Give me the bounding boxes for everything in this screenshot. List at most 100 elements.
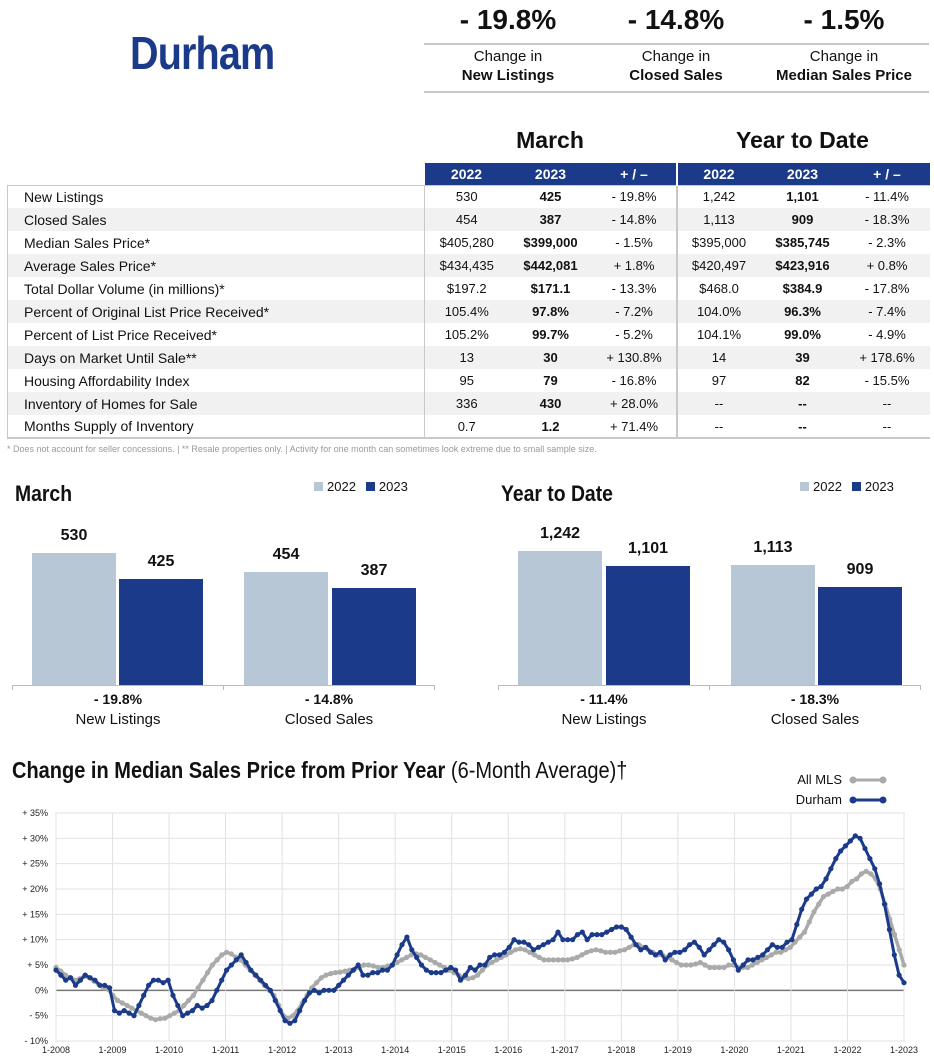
series-durham-point bbox=[267, 987, 273, 993]
cell-ytd-change: - 18.3% bbox=[844, 208, 930, 231]
series-durham-point bbox=[238, 952, 244, 958]
series-durham-point bbox=[224, 967, 230, 973]
cell-month-2023: 425 bbox=[508, 184, 593, 208]
bar-axis-tick bbox=[498, 685, 499, 690]
line-chart-title-main: Change in Median Sales Price from Prior … bbox=[12, 757, 446, 783]
series-all-mls-point bbox=[479, 967, 485, 973]
line-chart-subtitle: (6-Month Average)† bbox=[450, 757, 628, 783]
x-tick-label: 1-2014 bbox=[381, 1045, 409, 1055]
series-all-mls-point bbox=[522, 947, 528, 953]
series-all-mls-point bbox=[745, 964, 751, 971]
series-durham-point bbox=[891, 952, 897, 958]
series-all-mls-point bbox=[332, 970, 339, 976]
series-all-mls-point bbox=[138, 1010, 144, 1016]
kpi-divider-bottom bbox=[424, 91, 929, 93]
series-durham-point bbox=[896, 972, 902, 978]
series-all-mls-point bbox=[697, 959, 703, 966]
cell-ytd-change: + 178.6% bbox=[844, 346, 930, 369]
series-durham-point bbox=[433, 970, 439, 976]
series-all-mls-point bbox=[830, 888, 836, 895]
series-durham-point bbox=[462, 972, 468, 978]
category-change: - 11.4% bbox=[580, 691, 628, 707]
series-durham-point bbox=[769, 942, 776, 948]
series-durham-point bbox=[545, 939, 551, 945]
kpi-label-line2: New Listings bbox=[461, 67, 555, 84]
series-durham-point bbox=[165, 977, 171, 983]
row-label: Total Dollar Volume (in millions)* bbox=[7, 277, 425, 300]
series-durham-point bbox=[657, 949, 663, 955]
series-all-mls-point bbox=[693, 961, 699, 967]
series-durham-point bbox=[862, 845, 868, 852]
series-all-mls-point bbox=[171, 1010, 177, 1016]
series-all-mls-point bbox=[167, 1013, 173, 1019]
cell-ytd-change: + 0.8% bbox=[844, 254, 930, 277]
series-durham-point bbox=[448, 964, 454, 971]
series-all-mls-point bbox=[607, 949, 613, 955]
bar-chart-title-month: March bbox=[15, 481, 73, 506]
cell-month-2023: 30 bbox=[508, 346, 593, 369]
series-all-mls-point bbox=[674, 959, 680, 966]
series-durham-point bbox=[248, 967, 254, 973]
legend-label: 2023 bbox=[378, 479, 408, 494]
bar-legend-month: 2022 2023 bbox=[314, 479, 408, 494]
series-all-mls-point bbox=[854, 876, 860, 882]
cell-ytd-2023: -- bbox=[760, 392, 845, 415]
kpi-value: - 14.8% bbox=[627, 4, 725, 35]
y-tick-label: + 35% bbox=[22, 808, 48, 818]
series-durham-point bbox=[613, 924, 620, 930]
cell-month-2023: 97.8% bbox=[508, 300, 593, 323]
series-durham-point bbox=[652, 952, 659, 958]
col-header: + / – bbox=[844, 163, 930, 185]
series-all-mls-point bbox=[797, 934, 803, 940]
x-tick-label: 1-2019 bbox=[664, 1045, 692, 1055]
cell-ytd-2022: -- bbox=[675, 415, 761, 438]
series-durham-point bbox=[823, 876, 829, 882]
series-durham-point bbox=[867, 856, 873, 862]
series-durham-point bbox=[116, 1010, 122, 1016]
table-header-row: 2022 2023 + / – 2022 2023 + / – bbox=[7, 163, 930, 185]
legend-label: 2023 bbox=[864, 479, 894, 494]
series-durham-point bbox=[687, 942, 693, 948]
series-durham-point bbox=[292, 1018, 298, 1024]
series-durham-point bbox=[243, 959, 249, 966]
series-durham-point bbox=[570, 937, 576, 943]
row-label: Days on Market Until Sale** bbox=[7, 346, 425, 369]
series-durham-point bbox=[808, 891, 815, 897]
cell-month-change: - 5.2% bbox=[615, 327, 653, 342]
series-all-mls-point bbox=[621, 947, 628, 953]
category-label: New Listings bbox=[561, 711, 647, 728]
series-all-mls-point bbox=[200, 977, 206, 983]
cell-month-change: + 28.0% bbox=[592, 392, 677, 415]
series-durham-point bbox=[755, 954, 761, 960]
series-all-mls-point bbox=[318, 975, 324, 981]
series-durham-point bbox=[487, 954, 493, 960]
series-all-mls-point bbox=[584, 949, 590, 955]
x-tick-label: 1-2011 bbox=[212, 1045, 239, 1055]
category-label: Closed Sales bbox=[284, 711, 374, 728]
cell-month-change: + 1.8% bbox=[592, 254, 677, 277]
series-durham-point bbox=[599, 932, 605, 938]
series-all-mls-point bbox=[119, 1000, 125, 1006]
table-row: New Listings 530 425- 19.8% 1,242 1,101- 11.… bbox=[7, 184, 930, 208]
row-label: Closed Sales bbox=[7, 208, 425, 231]
cell-ytd-2023: 909 bbox=[760, 208, 845, 231]
series-durham-point bbox=[97, 982, 103, 988]
cell-month-2022: 105.2% bbox=[424, 323, 509, 346]
series-durham-point bbox=[565, 937, 571, 943]
table-row: Total Dollar Volume (in millions)* $197.2… bbox=[7, 277, 930, 300]
x-tick-label: 1-2018 bbox=[607, 1045, 635, 1055]
cell-ytd-change: - 4.9% bbox=[868, 327, 906, 342]
series-all-mls-point bbox=[394, 959, 400, 966]
cell-month-2022: 95 bbox=[424, 369, 509, 392]
cell-month-2023: 99.7% bbox=[532, 327, 569, 342]
y-tick-label: + 25% bbox=[22, 859, 48, 869]
series-durham-point bbox=[63, 977, 69, 983]
period-heading-month: March bbox=[516, 127, 584, 153]
series-durham-point bbox=[336, 982, 342, 988]
cell-month-2022: $405,280 bbox=[424, 231, 509, 254]
series-durham-point bbox=[345, 972, 351, 978]
cell-month-change: - 16.8% bbox=[611, 373, 657, 388]
cell-month-2022: 454 bbox=[424, 208, 509, 231]
legend-marker bbox=[879, 776, 887, 784]
series-durham-point bbox=[677, 949, 683, 955]
